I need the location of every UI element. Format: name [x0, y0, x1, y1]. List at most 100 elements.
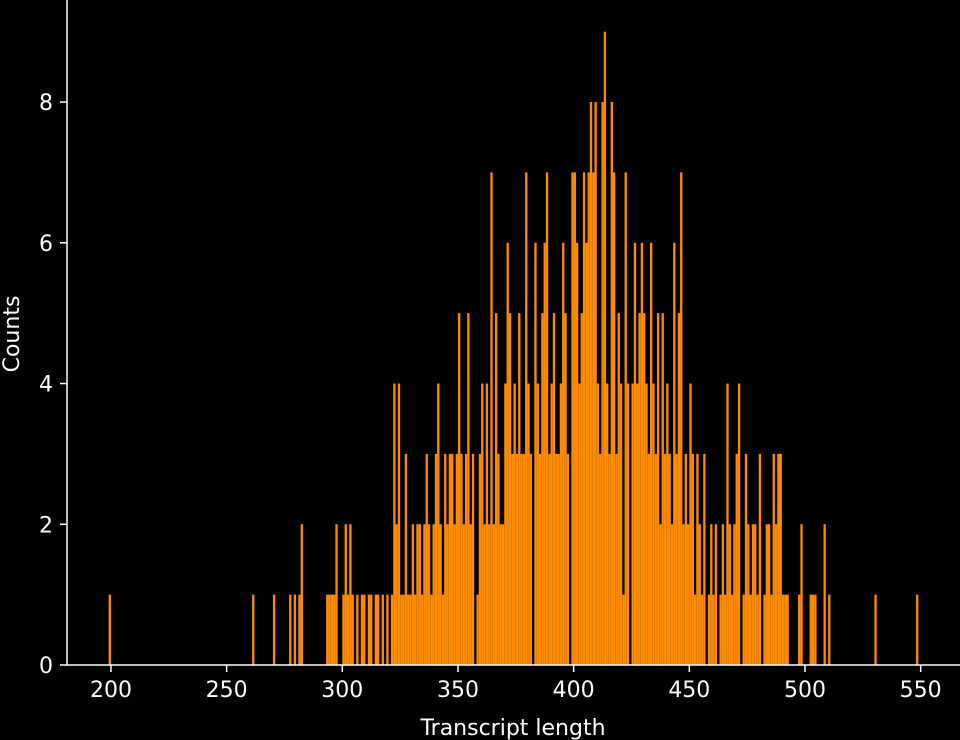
bar [536, 383, 539, 665]
bar [457, 313, 461, 665]
bar [656, 313, 660, 665]
bar [589, 102, 593, 665]
bar [654, 453, 657, 665]
bar [754, 524, 757, 665]
bar [916, 594, 919, 665]
bar [770, 594, 773, 665]
bar [828, 594, 831, 665]
bar [411, 524, 415, 665]
bar [508, 313, 512, 665]
bar [774, 524, 778, 665]
bar [529, 453, 533, 665]
bar [619, 383, 623, 665]
bar [335, 524, 338, 665]
bar [386, 594, 389, 665]
bar [501, 524, 505, 665]
bar [416, 524, 419, 665]
bar [603, 31, 607, 665]
bar [467, 313, 470, 665]
bar [747, 524, 750, 665]
bar [733, 524, 736, 665]
bar [439, 524, 442, 665]
bar [735, 453, 738, 665]
bar [393, 383, 396, 665]
bar [441, 594, 445, 665]
bar [687, 524, 690, 665]
bar [712, 594, 715, 665]
bar [402, 594, 405, 665]
bar [814, 594, 817, 665]
bar [640, 242, 644, 665]
bar [784, 594, 787, 665]
bar [492, 524, 495, 665]
bar [400, 594, 403, 665]
bar [446, 524, 449, 665]
bar [469, 524, 472, 665]
bar [682, 524, 685, 665]
bar [631, 383, 634, 665]
bar [649, 242, 653, 665]
bar [414, 594, 417, 665]
bar [448, 453, 452, 665]
bar [478, 453, 482, 665]
bar [680, 172, 683, 665]
bar [811, 594, 815, 665]
bar [668, 453, 671, 665]
bar [594, 102, 597, 665]
bar [566, 453, 570, 665]
bar [798, 594, 801, 665]
bar [663, 453, 667, 665]
bar [763, 594, 766, 665]
bar [596, 383, 600, 665]
x-tick-label: 200 [90, 678, 132, 703]
bar [404, 453, 408, 665]
bar [582, 172, 586, 665]
bar [552, 313, 556, 665]
bar [370, 594, 373, 665]
bar [730, 594, 734, 665]
bar [606, 383, 609, 665]
bar [765, 524, 768, 665]
x-tick-label: 450 [668, 678, 710, 703]
bar [464, 453, 468, 665]
bar [555, 453, 558, 665]
bar [330, 594, 334, 665]
bar [545, 172, 549, 665]
bar [513, 383, 516, 665]
bar [777, 453, 780, 665]
bar [520, 453, 523, 665]
bar [809, 594, 812, 665]
x-tick-label: 250 [206, 678, 248, 703]
bar [675, 453, 678, 665]
bar [490, 172, 493, 665]
x-tick-label: 550 [900, 678, 942, 703]
bar [483, 524, 486, 665]
bar [608, 453, 611, 665]
bar [430, 594, 433, 665]
bar [703, 453, 706, 665]
bar [647, 453, 650, 665]
y-tick-label: 6 [39, 232, 53, 257]
bar [724, 594, 727, 665]
bar [390, 594, 394, 665]
bar [557, 453, 560, 665]
bar [661, 313, 664, 665]
bar [488, 524, 491, 665]
y-tick-label: 8 [39, 91, 53, 116]
bar [444, 453, 447, 665]
bar [541, 313, 544, 665]
bar [781, 594, 785, 665]
bar [420, 594, 424, 665]
bar [700, 594, 704, 665]
bar [726, 383, 729, 665]
bar [779, 453, 782, 665]
bar [728, 524, 731, 665]
bar [587, 172, 590, 665]
bar [767, 524, 771, 665]
bar [610, 102, 613, 665]
bar [485, 383, 489, 665]
bar [578, 383, 581, 665]
bar [346, 594, 350, 665]
bar [407, 594, 410, 665]
bar [622, 594, 625, 665]
